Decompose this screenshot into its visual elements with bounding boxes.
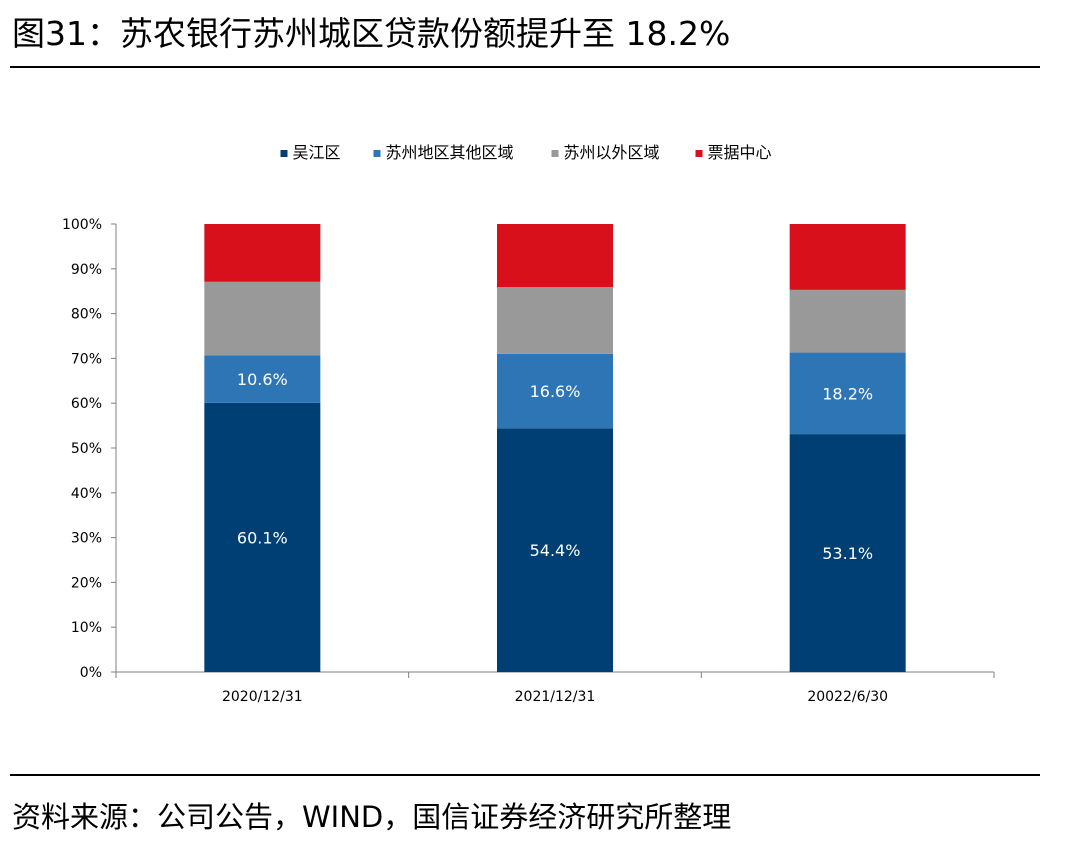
figure-title: 图31：苏农银行苏州城区贷款份额提升至 18.2%	[12, 14, 731, 53]
y-tick-label: 20%	[71, 575, 102, 591]
bar-segment	[789, 434, 906, 672]
bar-segment	[789, 352, 906, 435]
legend-label: 苏州地区其他区域	[386, 143, 514, 162]
chart-legend: 吴江区 苏州地区其他区域 苏州以外区域 票据中心	[280, 143, 772, 162]
data-label: 60.1%	[237, 528, 288, 547]
data-label: 53.1%	[822, 544, 873, 563]
legend-swatch	[373, 150, 381, 157]
y-tick-label: 0%	[80, 665, 102, 681]
stacked-bar-chart: 吴江区 苏州地区其他区域 苏州以外区域 票据中心 0% 10% 20% 30% 40% 50% 6…	[62, 143, 995, 705]
data-label: 18.2%	[822, 384, 873, 403]
legend-label: 苏州以外区域	[564, 143, 660, 162]
legend-swatch	[280, 150, 288, 157]
legend-swatch	[695, 150, 703, 157]
y-tick-label: 70%	[71, 351, 102, 367]
bottom-rule	[10, 774, 1040, 776]
legend-label: 吴江区	[293, 143, 341, 162]
x-tick-label: 20022/6/30	[807, 689, 888, 705]
bar-segment	[497, 287, 613, 354]
bar-segment	[497, 224, 613, 288]
y-tick-label: 90%	[71, 262, 102, 278]
y-tick-label: 30%	[71, 531, 102, 547]
bar-segment	[789, 289, 906, 353]
data-label: 16.6%	[530, 382, 581, 401]
y-tick-label: 50%	[71, 441, 102, 457]
data-label: 54.4%	[530, 541, 581, 560]
y-tick-label: 100%	[62, 217, 102, 233]
source-note: 资料来源：公司公告，WIND，国信证券经济研究所整理	[12, 800, 732, 834]
bar-segment	[204, 402, 321, 672]
y-tick-label: 10%	[71, 620, 102, 636]
legend-label: 票据中心	[708, 143, 772, 162]
bar-segment	[497, 428, 613, 672]
top-rule	[10, 66, 1040, 68]
x-tick-label: 2021/12/31	[515, 689, 596, 705]
data-label: 10.6%	[237, 370, 288, 389]
legend-swatch	[551, 150, 559, 157]
bar-segment	[497, 353, 613, 429]
y-tick-label: 40%	[71, 486, 102, 502]
bar-segment	[204, 281, 321, 356]
y-tick-label: 60%	[71, 396, 102, 412]
bar-segment	[789, 224, 906, 290]
x-tick-label: 2020/12/31	[222, 689, 303, 705]
chart-bars: 60.1% 10.6% 54.4% 16.6% 53.1% 18.2%	[204, 224, 906, 672]
y-tick-label: 80%	[71, 307, 102, 323]
bar-segment	[204, 355, 321, 403]
bar-segment	[204, 224, 321, 282]
